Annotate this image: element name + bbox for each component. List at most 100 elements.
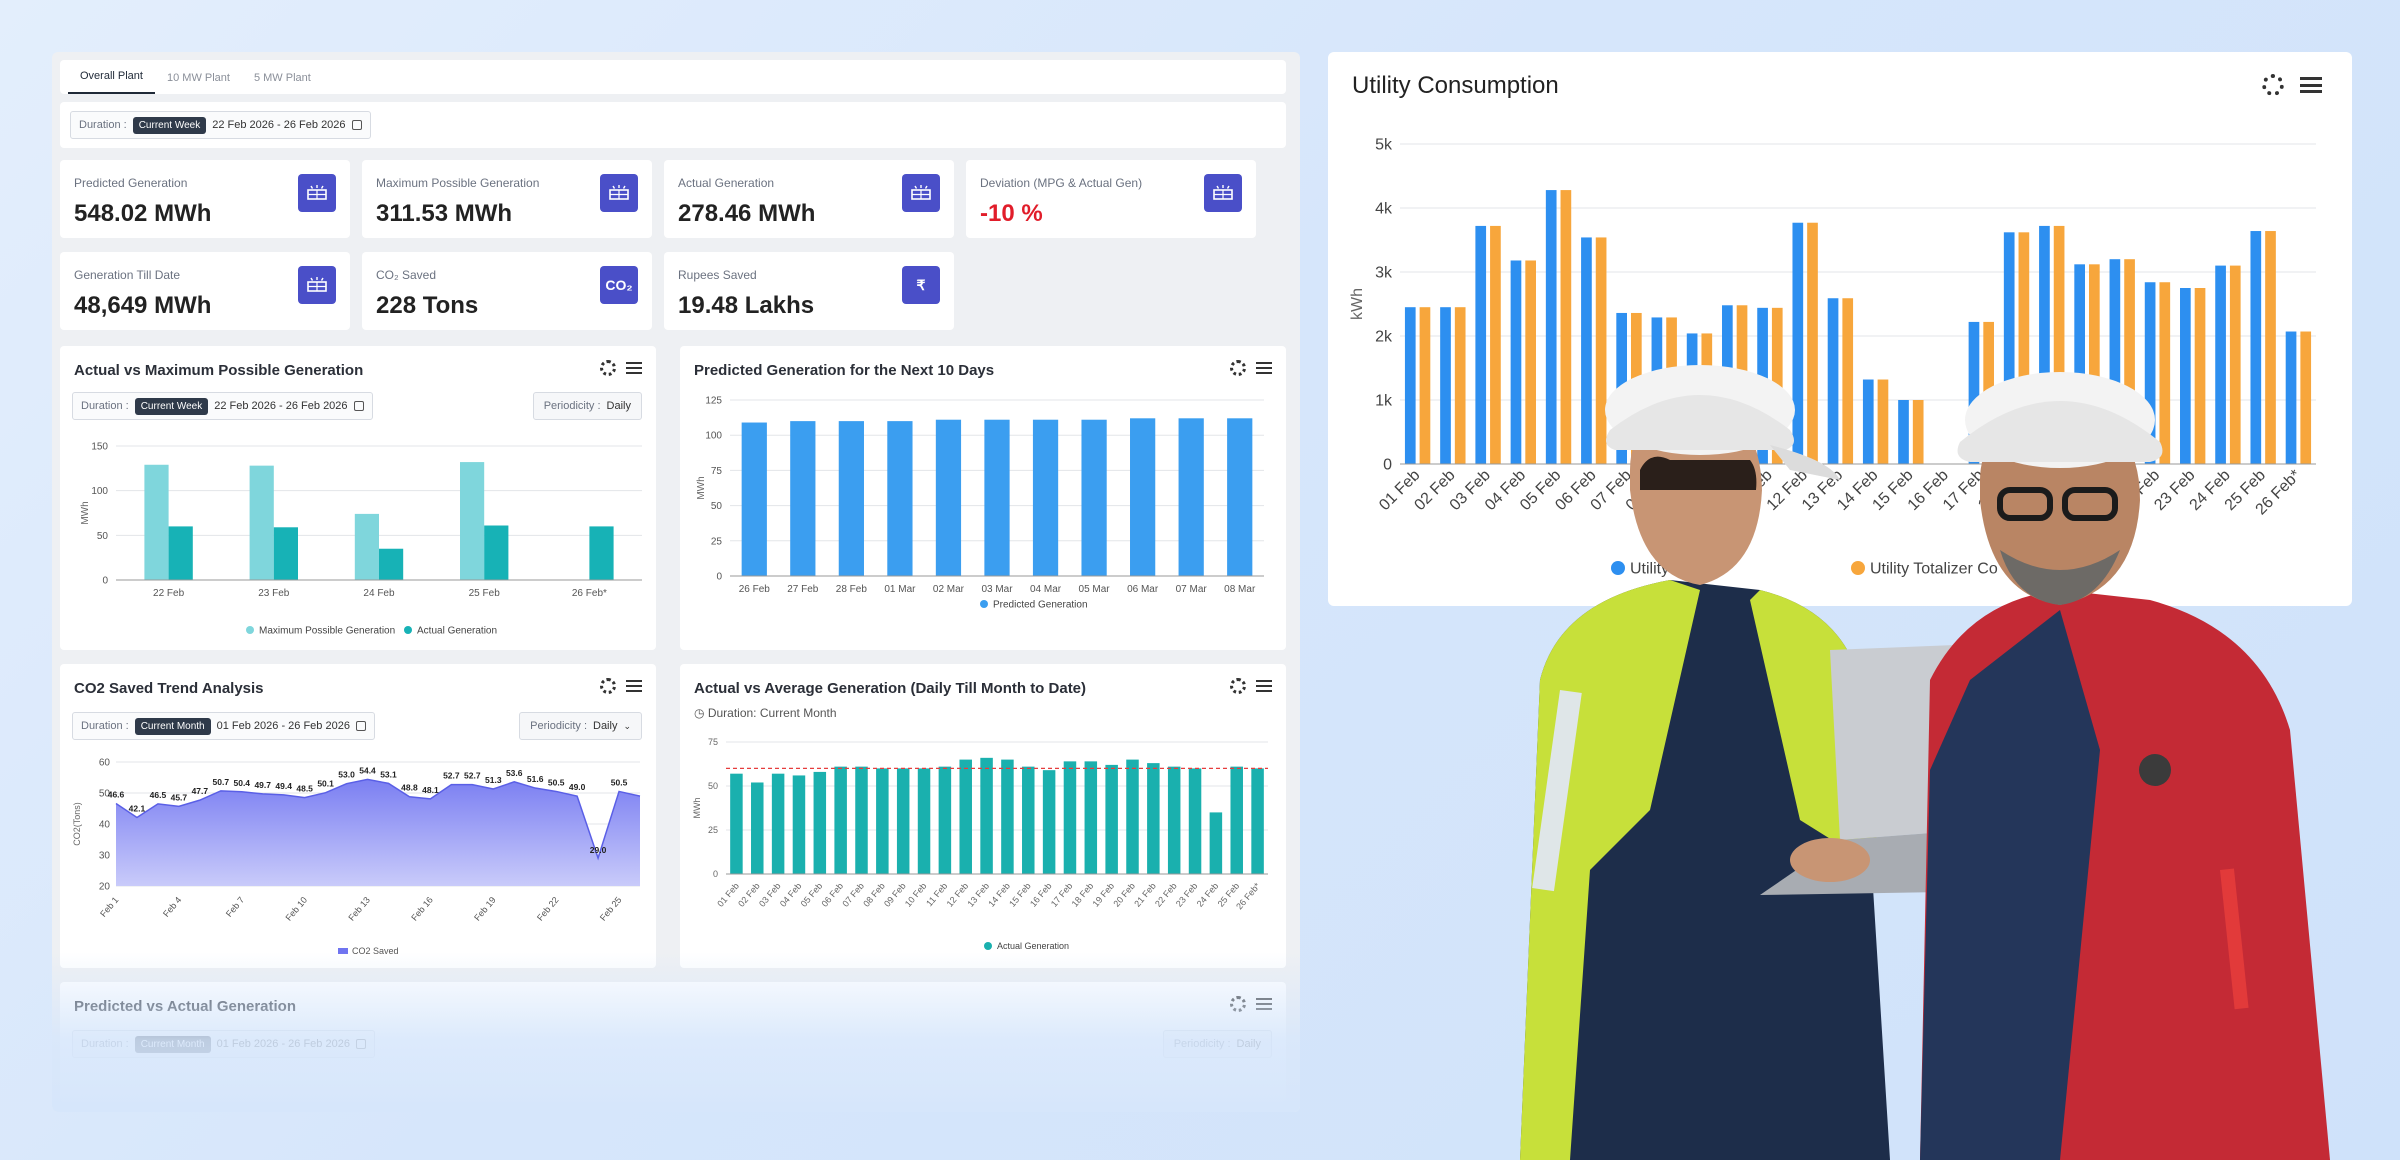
legend-label: Actual Generation xyxy=(417,626,497,637)
x-tick-label: 19 Feb xyxy=(1091,881,1117,909)
tab-10-mw-plant[interactable]: 10 MW Plant xyxy=(166,72,230,84)
y-tick-label: 125 xyxy=(705,396,722,407)
bar xyxy=(1877,379,1889,464)
panel-title: Actual vs Maximum Possible Generation xyxy=(74,362,364,379)
x-tick-label: 02 Feb xyxy=(736,881,762,909)
panel-title: Predicted Generation for the Next 10 Day… xyxy=(694,362,995,379)
gear-icon[interactable] xyxy=(1230,360,1246,376)
duration-range: 22 Feb 2026 - 26 Feb 2026 xyxy=(212,119,346,131)
data-label: 54.4 xyxy=(359,765,376,775)
co2-icon: CO₂ xyxy=(600,266,638,304)
periodicity-value: Daily xyxy=(606,400,631,412)
x-tick-label: 25 Feb xyxy=(469,588,501,599)
periodicity-label: Periodicity : xyxy=(530,720,587,732)
y-tick-label: 75 xyxy=(708,737,718,747)
y-tick-label: 0 xyxy=(713,869,718,879)
tab-5-mw-plant[interactable]: 5 MW Plant xyxy=(253,72,311,84)
bar xyxy=(855,766,868,874)
bar xyxy=(2265,231,2276,464)
data-label: 51.3 xyxy=(485,775,502,785)
bar xyxy=(1898,400,1909,464)
kpi-value: 19.48 Lakhs xyxy=(678,292,815,319)
y-tick-label: 1k xyxy=(1375,393,1393,410)
gear-icon[interactable] xyxy=(600,360,616,376)
data-label: 46.6 xyxy=(108,790,125,800)
bar xyxy=(1404,307,1416,464)
chevron-down-icon: ⌄ xyxy=(623,720,631,731)
gear-icon[interactable] xyxy=(2262,74,2284,96)
solar-panel-glyph xyxy=(307,277,327,292)
duration-picker[interactable]: Duration : Current Week 22 Feb 2026 - 26… xyxy=(70,111,371,139)
y-tick-label: 0 xyxy=(102,576,108,587)
data-label: 52.7 xyxy=(464,771,481,781)
periodicity-select[interactable]: Periodicity : Daily ⌄ xyxy=(519,712,642,740)
x-tick-label: 14 Feb xyxy=(986,881,1012,909)
legend-label: Utility xyxy=(1630,561,1669,578)
panel-title: Actual vs Average Generation (Daily Till… xyxy=(694,680,1087,697)
data-label: 50.5 xyxy=(548,777,565,787)
x-tick-label: 06 Mar xyxy=(1127,584,1159,595)
bar xyxy=(1167,766,1181,874)
tab-overall-plant[interactable]: Overall Plant xyxy=(68,70,155,94)
chart-actual-vs-max: 0 50 100 150 MWh 22 Feb 23 Feb 24 Feb 25 Feb 26 F… xyxy=(80,442,642,637)
data-label: 50.5 xyxy=(611,777,628,787)
data-label: 51.6 xyxy=(527,774,544,784)
bar xyxy=(792,775,806,874)
menu-icon[interactable] xyxy=(1256,680,1272,692)
y-tick-label: 75 xyxy=(711,466,723,477)
solar-panel-glyph xyxy=(307,185,327,200)
bar xyxy=(249,465,274,580)
kpi-card: Maximum Possible Generation 311.53 MWh xyxy=(362,160,652,238)
x-tick-label: 05 Feb xyxy=(799,881,825,909)
bar xyxy=(1440,307,1451,464)
bar xyxy=(1842,298,1854,464)
menu-icon[interactable] xyxy=(1256,998,1272,1010)
gear-icon[interactable] xyxy=(600,678,616,694)
periodicity-select[interactable]: Periodicity : Daily xyxy=(1162,1030,1272,1058)
x-tick-label: 01 Feb xyxy=(715,881,741,909)
duration-picker[interactable]: Duration : Current Month 01 Feb 2026 - 2… xyxy=(72,1030,375,1058)
y-axis-label: MWh xyxy=(80,501,91,524)
calendar-icon xyxy=(355,721,366,731)
bar xyxy=(1827,298,1839,464)
data-label: 48.8 xyxy=(401,783,418,793)
y-axis-label: kWh xyxy=(1349,288,1366,320)
kpi-title: Deviation (MPG & Actual Gen) xyxy=(980,176,1143,190)
menu-icon[interactable] xyxy=(626,680,642,692)
bar xyxy=(1147,763,1160,874)
gear-icon[interactable] xyxy=(1230,996,1246,1012)
bar xyxy=(876,768,889,874)
menu-icon[interactable] xyxy=(626,362,642,374)
area-fill xyxy=(116,779,640,886)
bar xyxy=(2300,331,2312,464)
bar xyxy=(1454,307,1466,464)
bar xyxy=(1862,379,1874,464)
panel-co2-trend: CO2 Saved Trend Analysis Duration : Curr… xyxy=(60,664,656,968)
bar xyxy=(896,768,910,874)
gear-icon[interactable] xyxy=(1230,678,1246,694)
data-label: 42.1 xyxy=(129,803,146,813)
legend-label: Predicted Generation xyxy=(993,600,1088,611)
bar xyxy=(144,464,169,580)
panel-title: Predicted vs Actual Generation xyxy=(74,998,297,1015)
bar xyxy=(2003,232,2015,464)
menu-icon[interactable] xyxy=(1256,362,1272,374)
solar-panel-icon xyxy=(902,174,940,212)
data-label: 53.0 xyxy=(338,770,355,780)
dashboard-panel: Overall Plant 10 MW Plant 5 MW Plant Dur… xyxy=(52,52,1300,1112)
panel-predicted-10-days: Predicted Generation for the Next 10 Day… xyxy=(680,346,1286,650)
data-label: 53.1 xyxy=(380,769,397,779)
x-tick-label: 26 Feb* xyxy=(572,588,607,599)
duration-subtitle-text: Duration: Current Month xyxy=(707,706,837,720)
x-tick-label: Feb 7 xyxy=(224,895,246,919)
bar xyxy=(887,421,913,576)
menu-icon[interactable] xyxy=(2300,77,2322,93)
duration-picker[interactable]: Duration : Current Month 01 Feb 2026 - 2… xyxy=(72,712,375,740)
duration-picker[interactable]: Duration : Current Week 22 Feb 2026 - 26… xyxy=(72,392,373,420)
kpi-title: Maximum Possible Generation xyxy=(376,176,540,190)
duration-label: Duration : xyxy=(79,119,127,131)
periodicity-select[interactable]: Periodicity : Daily xyxy=(532,392,642,420)
x-tick-label: 08 Mar xyxy=(1224,584,1256,595)
solar-panel-glyph xyxy=(609,185,629,200)
duration-label: Duration : xyxy=(81,1038,129,1050)
